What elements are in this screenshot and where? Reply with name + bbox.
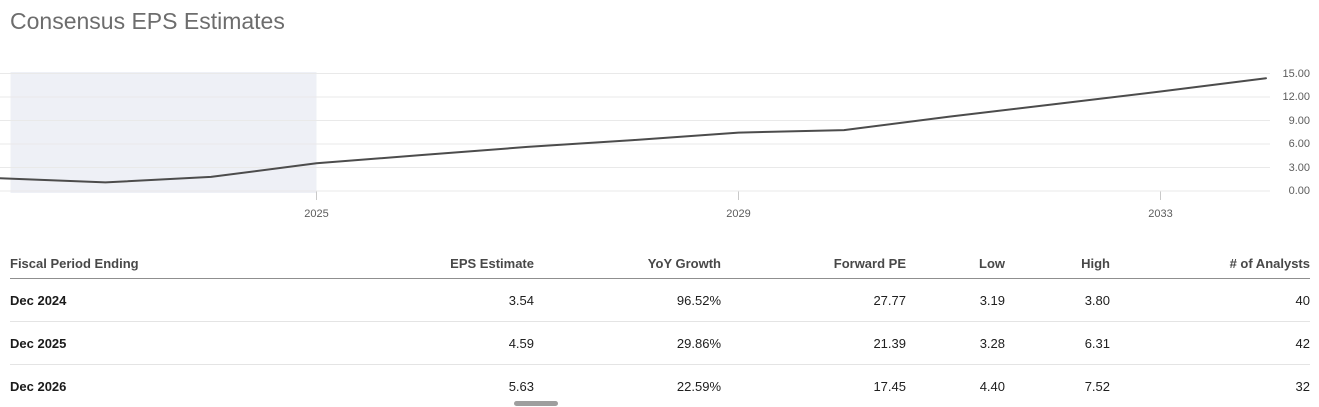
header-low: Low — [906, 248, 1005, 279]
table-row: Dec 2025 4.59 29.86% 21.39 3.28 6.31 42 — [10, 321, 1310, 365]
eps-estimates-table: Fiscal Period Ending EPS Estimate YoY Gr… — [10, 248, 1310, 407]
header-yoy-growth: YoY Growth — [534, 248, 721, 279]
cell-low: 3.28 — [906, 321, 1005, 365]
cell-num-analysts: 40 — [1110, 278, 1310, 322]
table-row: Dec 2026 5.63 22.59% 17.45 4.40 7.52 32 — [10, 365, 1310, 407]
cell-num-analysts: 32 — [1295, 378, 1310, 394]
cell-eps-estimate: 4.59 — [334, 321, 534, 365]
cell-eps-estimate: 3.54 — [334, 278, 534, 322]
cell-fiscal-period: Dec 2025 — [10, 321, 334, 365]
cell-forward-pe: 27.77 — [721, 278, 906, 322]
cell-low: 3.19 — [906, 278, 1005, 322]
y-axis-tick-label: 6.00 — [1288, 138, 1310, 150]
eps-line-chart-svg — [0, 72, 1270, 200]
y-axis-labels: 15.00 12.00 9.00 6.00 3.00 0.00 — [1270, 62, 1310, 222]
eps-estimate-line — [0, 77, 1267, 184]
header-high: High — [1005, 248, 1110, 279]
y-axis-tick-label: 3.00 — [1288, 161, 1310, 174]
history-shade-region — [10, 72, 317, 193]
y-axis-tick-label: 9.00 — [1288, 114, 1310, 127]
x-axis-tick-label: 2025 — [304, 208, 329, 220]
cell-forward-pe: 21.39 — [721, 321, 906, 365]
cell-fiscal-period: Dec 2026 — [10, 378, 67, 394]
cell-yoy-growth: 22.59% — [676, 378, 721, 394]
eps-estimates-chart: 15.00 12.00 9.00 6.00 3.00 0.00 2025 2029 2033 — [0, 62, 1319, 222]
table-header-row: Fiscal Period Ending EPS Estimate YoY Gr… — [10, 248, 1310, 279]
page-title: Consensus EPS Estimates — [10, 8, 285, 34]
y-axis-tick-label: 0.00 — [1288, 185, 1310, 197]
y-axis-tick-label: 12.00 — [1282, 91, 1310, 103]
cell-low: 4.40 — [979, 378, 1005, 394]
x-axis-tick-label: 2033 — [1148, 208, 1173, 220]
cell-high: 3.80 — [1005, 278, 1110, 322]
y-axis-tick-label: 15.00 — [1282, 67, 1310, 80]
cell-num-analysts: 42 — [1110, 321, 1310, 365]
cell-yoy-growth: 96.52% — [534, 278, 721, 322]
cell-forward-pe: 17.45 — [873, 378, 906, 394]
x-axis-tick-label: 2029 — [726, 208, 751, 220]
header-num-analysts: # of Analysts — [1110, 248, 1310, 279]
cell-yoy-growth: 29.86% — [534, 321, 721, 365]
cell-high: 7.52 — [1084, 378, 1110, 394]
cell-high: 6.31 — [1005, 321, 1110, 365]
header-eps-estimate: EPS Estimate — [334, 248, 534, 279]
header-fiscal-period-ending: Fiscal Period Ending — [10, 248, 334, 279]
cell-eps-estimate: 5.63 — [508, 378, 534, 394]
cell-fiscal-period: Dec 2024 — [10, 278, 334, 322]
header-forward-pe: Forward PE — [721, 248, 906, 279]
table-row: Dec 2024 3.54 96.52% 27.77 3.19 3.80 40 — [10, 278, 1310, 322]
horizontal-scrollbar-thumb[interactable] — [514, 401, 558, 406]
